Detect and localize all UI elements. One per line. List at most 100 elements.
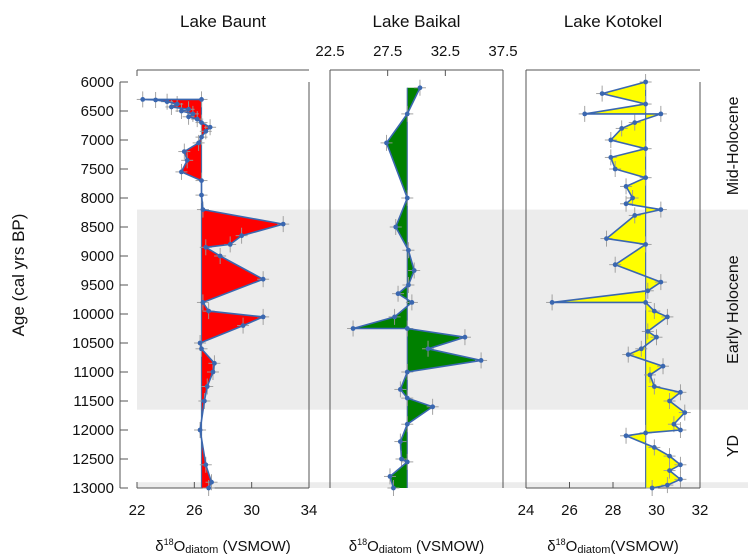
- data-point: [200, 300, 206, 305]
- data-point: [664, 482, 670, 488]
- data-point: [660, 363, 666, 369]
- data-point: [658, 207, 664, 213]
- data-point: [190, 111, 196, 117]
- data-point: [404, 459, 410, 465]
- data-point: [630, 195, 635, 201]
- data-point: [203, 462, 209, 468]
- data-point: [199, 192, 204, 198]
- data-point: [186, 106, 192, 112]
- x-tick-label: 24: [518, 502, 535, 519]
- data-point: [206, 485, 212, 491]
- data-point: [179, 108, 184, 114]
- data-point: [397, 387, 403, 392]
- panel-lake-kotokel: 24 26 28 30 32 Lake Kotokel δ18Odiatom(VSMOW): [518, 12, 709, 556]
- data-point: [204, 384, 210, 389]
- phase-label: Early Holocene: [725, 255, 742, 364]
- x-tick-label: 28: [605, 502, 622, 519]
- data-point: [404, 111, 410, 117]
- data-point: [643, 146, 649, 152]
- data-point: [199, 178, 204, 184]
- x-tick-label: 27.5: [373, 43, 402, 60]
- data-point: [549, 300, 555, 305]
- y-tick-label: 6500: [81, 103, 114, 120]
- data-point: [199, 134, 204, 140]
- data-point: [478, 358, 484, 363]
- data-point: [612, 262, 618, 268]
- data-point: [169, 104, 174, 110]
- data-point: [206, 308, 212, 314]
- data-point: [664, 314, 670, 320]
- panel-lake-baunt: 22 26 30 34 Lake Baunt δ18Odiatom (VSMOW): [129, 12, 318, 556]
- data-point: [417, 85, 423, 91]
- data-point: [203, 128, 209, 134]
- panel-title: Lake Baunt: [180, 12, 266, 31]
- x-tick-label: 32.5: [431, 43, 460, 60]
- y-tick-label: 8000: [81, 190, 114, 207]
- panel-lake-baikal: 22.5 27.5 32.5 37.5 Lake Baikal δ18Odiatom (V…: [315, 12, 517, 556]
- data-point: [203, 244, 209, 250]
- data-point: [612, 166, 618, 172]
- data-point: [582, 111, 588, 117]
- x-tick-label: 34: [301, 502, 318, 519]
- data-point: [186, 114, 192, 120]
- data-point: [667, 398, 672, 404]
- y-tick-label: 12000: [72, 422, 114, 439]
- data-point: [619, 125, 625, 131]
- x-tick-label: 30: [243, 502, 260, 519]
- series-fill: [353, 87, 482, 489]
- data-point: [153, 97, 159, 103]
- phase-labels: Mid-Holocene Early Holocene YD: [725, 96, 742, 457]
- y-tick-label: 10000: [72, 306, 114, 323]
- data-point: [608, 137, 614, 143]
- y-tick-label: 9500: [81, 277, 114, 294]
- y-tick-label: 11000: [73, 364, 114, 381]
- data-point: [462, 334, 468, 340]
- x-axis-label: δ18Odiatom(VSMOW): [547, 537, 678, 556]
- data-point: [197, 427, 203, 433]
- data-point: [199, 346, 204, 352]
- data-point: [217, 253, 223, 259]
- data-point: [384, 140, 389, 146]
- data-point: [404, 195, 410, 201]
- data-point: [623, 433, 629, 439]
- data-point: [404, 369, 410, 375]
- data-point: [392, 314, 397, 320]
- y-tick-label: 9000: [81, 248, 114, 265]
- data-point: [643, 79, 649, 85]
- data-point: [260, 276, 266, 282]
- data-point: [643, 101, 649, 107]
- data-point: [604, 236, 609, 242]
- data-point: [643, 300, 649, 305]
- data-point: [671, 421, 677, 427]
- data-point: [647, 372, 653, 378]
- y-tick-label: 7500: [81, 161, 114, 178]
- phase-label: Mid-Holocene: [725, 96, 742, 195]
- data-point: [678, 476, 683, 482]
- y-tick-label: 11500: [73, 393, 114, 410]
- data-point: [651, 445, 657, 450]
- y-tick-label: 6000: [81, 74, 114, 91]
- data-point: [625, 352, 631, 357]
- x-axis-label: δ18Odiatom (VSMOW): [155, 537, 291, 556]
- data-point: [409, 300, 415, 305]
- data-point: [280, 221, 286, 227]
- data-point: [425, 346, 431, 352]
- data-point: [406, 282, 411, 288]
- panel-title: Lake Baikal: [373, 12, 461, 31]
- data-point: [654, 334, 659, 340]
- data-point: [682, 410, 688, 415]
- phase-label: YD: [725, 435, 742, 457]
- x-tick-label: 26: [561, 502, 578, 519]
- data-point: [240, 323, 246, 328]
- data-point: [643, 430, 649, 436]
- data-point: [649, 485, 655, 491]
- data-point: [632, 120, 638, 125]
- data-point: [140, 97, 146, 102]
- data-point: [391, 485, 396, 491]
- data-point: [406, 247, 411, 253]
- x-tick-label: 22: [129, 502, 146, 519]
- data-point: [678, 389, 683, 395]
- data-point: [395, 291, 401, 297]
